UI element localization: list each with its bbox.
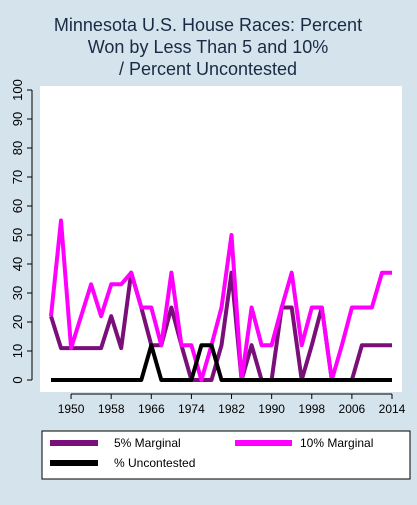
y-tick-label: 50 xyxy=(10,228,25,242)
y-tick-label: 100 xyxy=(10,79,25,101)
y-tick-label: 80 xyxy=(10,141,25,155)
legend-label: 10% Marginal xyxy=(300,436,373,450)
y-tick-label: 70 xyxy=(10,170,25,184)
x-tick-label: 2006 xyxy=(339,402,366,416)
x-tick-label: 1950 xyxy=(58,402,85,416)
x-tick-label: 1990 xyxy=(258,402,285,416)
y-tick-label: 30 xyxy=(10,286,25,300)
x-tick-label: 1966 xyxy=(138,402,165,416)
legend-label: 5% Marginal xyxy=(114,436,181,450)
y-tick-label: 90 xyxy=(10,112,25,126)
x-tick-label: 1998 xyxy=(298,402,325,416)
x-tick-label: 1974 xyxy=(178,402,205,416)
y-tick-label: 40 xyxy=(10,257,25,271)
y-tick-label: 10 xyxy=(10,344,25,358)
y-tick-label: 60 xyxy=(10,199,25,213)
chart-title-line: Won by Less Than 5 and 10% xyxy=(88,37,329,57)
chart-title-line: / Percent Uncontested xyxy=(119,59,297,79)
legend: 5% Marginal 10% Marginal % Uncontested xyxy=(42,431,410,479)
y-tick-label: 20 xyxy=(10,315,25,329)
x-tick-label: 1958 xyxy=(98,402,125,416)
x-tick-label: 1982 xyxy=(218,402,245,416)
y-tick-label: 0 xyxy=(10,376,25,383)
legend-label: % Uncontested xyxy=(114,456,195,470)
chart-title-line: Minnesota U.S. House Races: Percent xyxy=(54,15,362,35)
x-tick-label: 2014 xyxy=(379,402,406,416)
